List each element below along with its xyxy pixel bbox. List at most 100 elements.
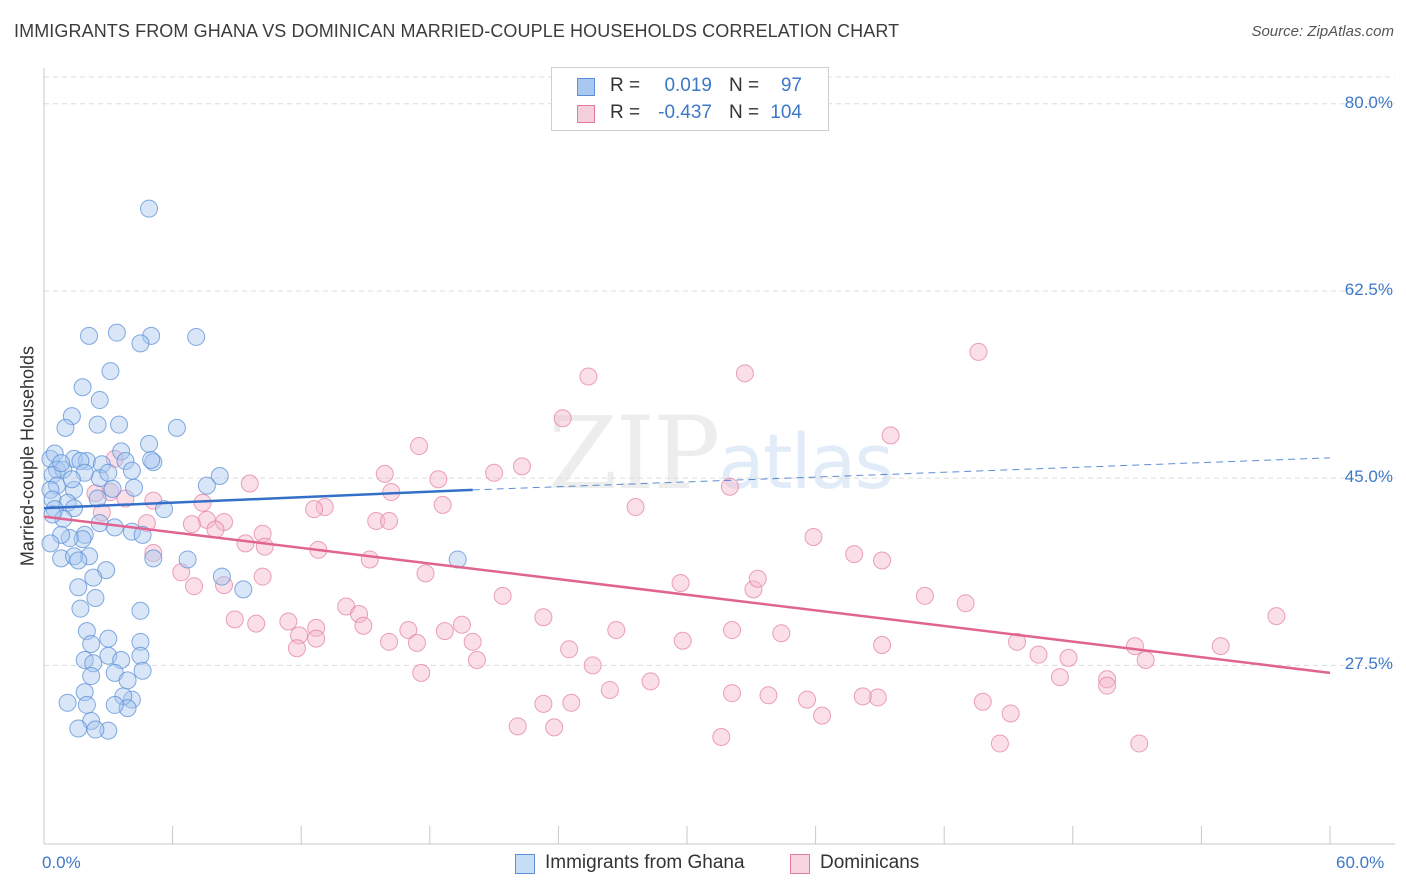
dominicans-point <box>375 464 394 483</box>
dominicans-point <box>185 577 204 596</box>
dominicans-point <box>416 564 435 583</box>
dominicans-point <box>92 503 111 522</box>
ghana-point <box>80 547 99 566</box>
dominicans-point <box>435 622 454 641</box>
legend-n-value: 104 <box>770 102 802 123</box>
dominicans-point <box>641 672 660 691</box>
ghana-point <box>86 720 105 739</box>
dominicans-point <box>560 640 579 659</box>
y-tick-label: 62.5% <box>1344 279 1393 299</box>
dominicans-point <box>247 614 266 633</box>
dominicans-point <box>735 364 754 383</box>
ghana-point <box>99 721 118 740</box>
x-tick-label-max: 60.0% <box>1336 853 1385 872</box>
legend-r-label: R = <box>610 75 641 96</box>
legend-swatch-pink <box>577 105 595 123</box>
bottom-legend-swatch-pink <box>790 854 810 874</box>
ghana-point <box>99 629 118 648</box>
dominicans-point <box>915 586 934 605</box>
dominicans-point <box>553 409 572 428</box>
ghana-point <box>131 334 150 353</box>
ghana-point <box>41 534 60 553</box>
legend-swatch-blue <box>577 78 595 96</box>
legend-n-value: 97 <box>780 75 802 96</box>
dominicans-point <box>1050 668 1069 687</box>
dominicans-point <box>562 693 581 712</box>
dominicans-point <box>798 690 817 709</box>
ghana-point <box>82 634 101 653</box>
ghana-point <box>45 444 64 463</box>
ghana-point <box>90 391 109 410</box>
ghana-point <box>125 478 144 497</box>
dominicans-point <box>463 632 482 651</box>
ghana-point <box>197 476 216 495</box>
dominicans-point <box>410 437 429 456</box>
legend-n-label: N = <box>729 102 760 123</box>
dominicans-point <box>1098 676 1117 695</box>
dominicans-point <box>512 457 531 476</box>
ghana-point <box>62 407 81 426</box>
ghana-point <box>144 453 163 472</box>
ghana-point <box>84 568 103 587</box>
dominicans-points <box>86 342 1286 753</box>
ghana-point <box>167 418 186 437</box>
dominicans-point <box>467 651 486 670</box>
dominicans-point <box>236 534 255 553</box>
chart-title: IMMIGRANTS FROM GHANA VS DOMINICAN MARRI… <box>14 21 900 41</box>
axes <box>43 68 1395 845</box>
ghana-point <box>112 442 131 461</box>
dominicans-point <box>253 567 272 586</box>
dominicans-point <box>493 586 512 605</box>
legend: R = 0.019 N = 97 R = -0.437 N = 104 <box>551 67 829 131</box>
ghana-point <box>105 695 124 714</box>
dominicans-point <box>367 511 386 530</box>
ghana-trend-line <box>43 488 473 510</box>
dominicans-point <box>579 367 598 386</box>
ghana-point <box>131 646 150 665</box>
ghana-point <box>52 454 71 473</box>
dominicans-point <box>433 495 452 514</box>
dominicans-point <box>380 632 399 651</box>
ghana-point <box>131 601 150 620</box>
dominicans-point <box>360 550 379 569</box>
dominicans-point <box>287 639 306 658</box>
ghana-point <box>142 450 161 469</box>
ghana-point <box>58 693 77 712</box>
dominicans-point <box>583 656 602 675</box>
ghana-point <box>86 588 105 607</box>
ghana-point <box>116 452 135 471</box>
ghana-point <box>69 578 88 597</box>
bottom-legend-ghana: Immigrants from Ghana <box>515 852 775 876</box>
dominicans-point <box>1267 607 1286 626</box>
dominicans-point <box>508 717 527 736</box>
ghana-point <box>80 326 99 345</box>
ghana-point <box>105 518 124 537</box>
dominicans-point <box>350 605 369 624</box>
gridlines <box>44 76 1395 666</box>
legend-n-label: N = <box>729 75 760 96</box>
dominicans-point <box>429 470 448 489</box>
dominicans-point <box>144 544 163 563</box>
ghana-point <box>133 661 152 680</box>
dominicans-point <box>748 569 767 588</box>
dominicans-point <box>255 537 274 556</box>
ghana-point <box>69 719 88 738</box>
legend-r-value: -0.437 <box>658 102 712 123</box>
dominicans-point <box>1211 637 1230 656</box>
ghana-point <box>73 378 92 397</box>
ghana-point <box>107 323 126 342</box>
ghana-point <box>62 470 81 489</box>
dominicans-point <box>137 514 156 533</box>
dominicans-point <box>881 426 900 445</box>
ghana-point <box>99 463 118 482</box>
source-credit: Source: ZipAtlas.com <box>1251 23 1394 40</box>
bottom-legend-dominicans: Dominicans <box>790 852 950 876</box>
dominicans-point <box>1029 645 1048 664</box>
ghana-point <box>73 530 92 549</box>
y-tick-label: 27.5% <box>1344 654 1393 674</box>
ghana-point <box>88 415 107 434</box>
dominicans-trend-line <box>43 515 1331 675</box>
trend-lines <box>43 457 1331 675</box>
ghana-points <box>41 199 467 740</box>
